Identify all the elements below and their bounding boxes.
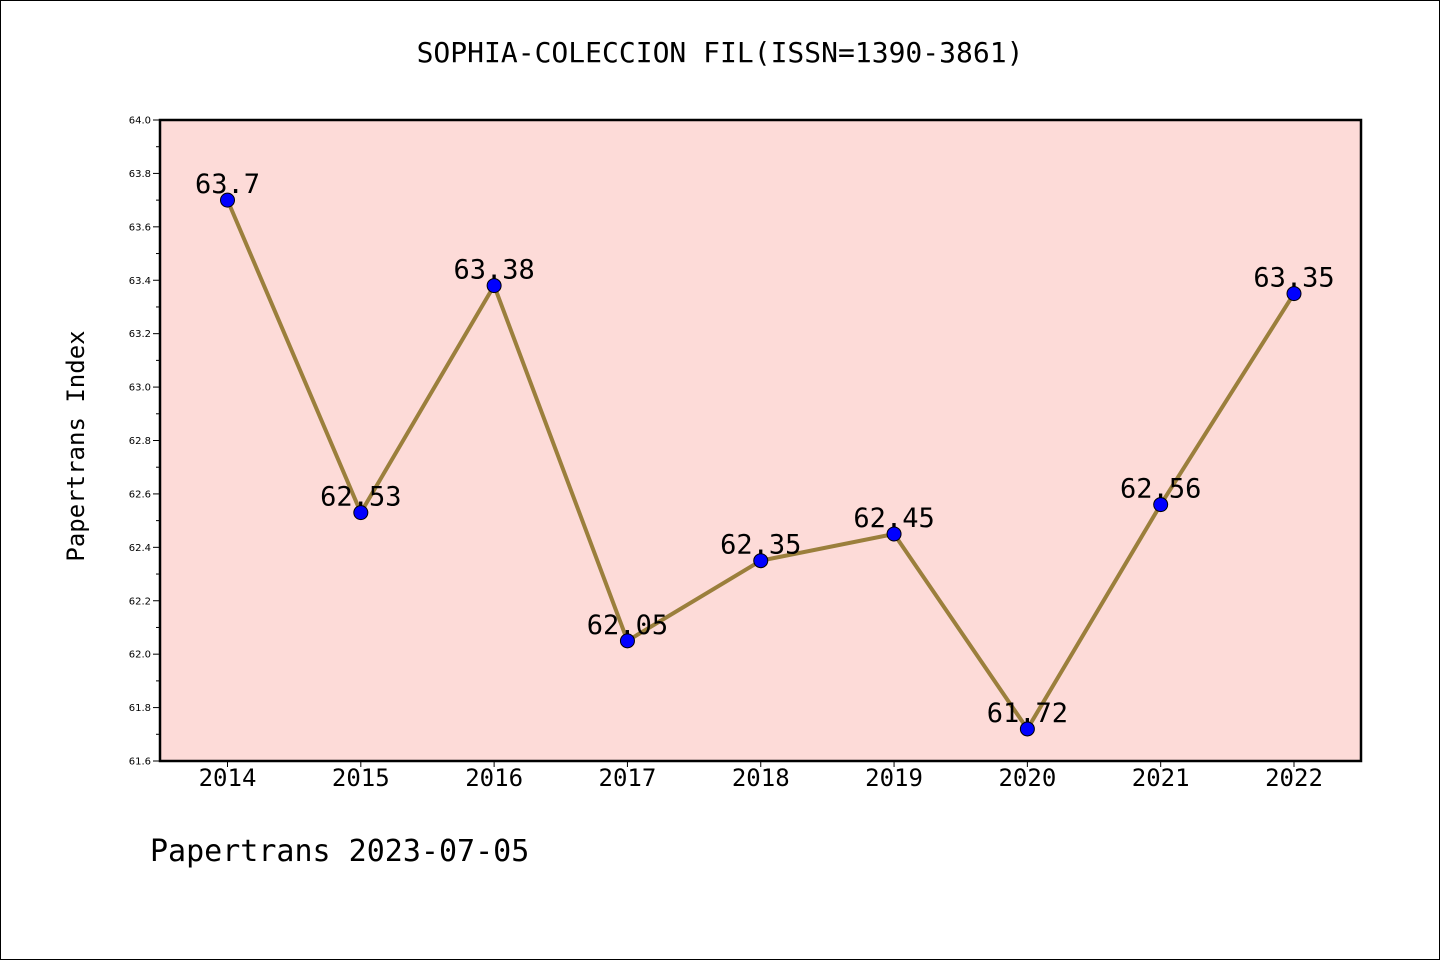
x-tick-label: 2018 [732,764,790,792]
y-tick-label: 63.4 [129,276,151,287]
y-tick-label: 61.6 [129,757,151,768]
x-tick-label: 2022 [1265,764,1323,792]
data-label: 62.35 [720,530,801,561]
y-tick-label: 62.8 [129,436,151,447]
data-label: 63.7 [195,169,260,200]
data-point [886,526,902,542]
y-tick-label: 61.8 [129,703,151,714]
x-tick-label: 2017 [599,764,657,792]
y-tick-label: 63.0 [129,383,151,394]
y-tick-label: 63.2 [129,329,151,340]
data-point [1153,497,1169,513]
data-label: 63.35 [1253,263,1334,294]
y-tick-label: 63.6 [129,222,151,233]
y-tick-label: 62.0 [129,650,151,661]
data-point [1019,721,1035,737]
data-label: 63.38 [453,255,534,286]
x-tick-label: 2014 [199,764,257,792]
data-point [486,278,502,294]
plot-background [160,120,1361,761]
footer-label: Papertrans 2023-07-05 [150,834,530,869]
data-label: 61.72 [987,698,1068,729]
data-label: 62.45 [853,503,934,534]
plot-border [158,118,1363,763]
x-tick-label: 2016 [465,764,523,792]
x-tick-label: 2020 [998,764,1056,792]
y-tick-label: 62.4 [129,543,151,554]
chart-title: SOPHIA-COLECCION FIL(ISSN=1390-3861) [416,36,1024,69]
y-tick-label: 62.2 [129,596,151,607]
data-label: 62.05 [587,610,668,641]
data-point [1286,286,1302,302]
y-tick-label: 62.6 [129,489,151,500]
x-tick-label: 2021 [1132,764,1190,792]
data-point [619,633,635,649]
data-label: 62.53 [320,482,401,513]
y-tick-label: 64.0 [129,116,151,127]
data-point [753,553,769,569]
data-label: 62.56 [1120,474,1201,505]
data-point [220,192,235,208]
x-tick-label: 2019 [865,764,923,792]
y-tick-label: 63.8 [129,169,151,180]
data-point [353,505,369,521]
x-tick-label: 2015 [332,764,390,792]
